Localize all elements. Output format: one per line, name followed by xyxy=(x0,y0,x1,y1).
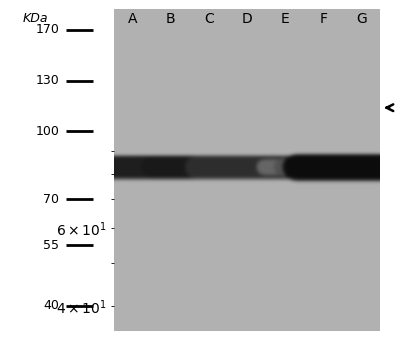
Text: 170: 170 xyxy=(36,23,59,36)
Text: 100: 100 xyxy=(36,125,59,138)
Text: C: C xyxy=(204,11,214,26)
Text: G: G xyxy=(356,11,366,26)
Text: 40: 40 xyxy=(44,299,59,312)
Text: KDa: KDa xyxy=(23,11,48,24)
Text: B: B xyxy=(166,11,176,26)
Text: 130: 130 xyxy=(36,75,59,88)
Text: A: A xyxy=(128,11,138,26)
Text: E: E xyxy=(281,11,290,26)
Text: 55: 55 xyxy=(43,238,59,252)
Text: F: F xyxy=(319,11,327,26)
Text: 70: 70 xyxy=(43,193,59,206)
Text: D: D xyxy=(242,11,252,26)
